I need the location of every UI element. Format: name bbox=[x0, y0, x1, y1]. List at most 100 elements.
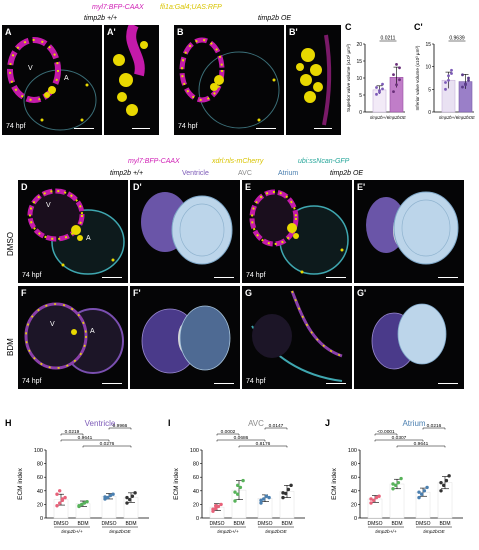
data-point bbox=[85, 499, 89, 504]
x-tick-label: DMSO bbox=[368, 521, 383, 527]
chart-ecm-avc: AVC 0 20 40 60 80 100 ECM index DMSO BDM DMSO BDM ti… bbox=[173, 419, 305, 535]
heart-rendering-e bbox=[366, 191, 459, 265]
y-tick-label: 5 bbox=[359, 93, 362, 99]
data-point bbox=[447, 78, 450, 82]
data-point bbox=[264, 494, 269, 498]
chart-title: Ventricle bbox=[85, 419, 116, 428]
data-point bbox=[125, 501, 129, 505]
scale-bar bbox=[314, 128, 332, 130]
heart-micrograph-g bbox=[251, 290, 343, 382]
p-value: 0.0219 bbox=[65, 429, 80, 435]
stage-label: 74 hpf bbox=[22, 272, 42, 279]
data-point bbox=[399, 476, 403, 481]
x-tick-label: BDM bbox=[439, 521, 450, 527]
y-tick-label: 0 bbox=[354, 516, 357, 522]
chamber-label-a: A bbox=[86, 235, 91, 242]
data-point bbox=[267, 495, 271, 500]
y-tick-label: 60 bbox=[37, 475, 43, 481]
data-point bbox=[444, 478, 449, 483]
panel-label-h: H bbox=[5, 418, 12, 428]
genotype-wt-top: timp2b +/+ bbox=[84, 15, 118, 22]
p-value: 0.0211 bbox=[381, 36, 396, 42]
x-tick-label: timp2bOE bbox=[387, 115, 406, 120]
genotype-oe-top: timp2b OE bbox=[258, 15, 292, 22]
panel-label-j: J bbox=[325, 418, 331, 428]
data-point bbox=[111, 492, 115, 496]
panel-b-image: B 74 hpf bbox=[174, 25, 284, 135]
chart-inferior-valve-volume: 0 5 10 15 Inferior valve volume (x10³ µm³) ti… bbox=[415, 36, 475, 121]
panel-d-image: D V A 74 hpf bbox=[18, 180, 128, 283]
data-point bbox=[391, 487, 395, 491]
chamber-label-a: A bbox=[90, 328, 95, 335]
group-label: timp2bOE bbox=[423, 529, 445, 535]
data-point bbox=[106, 495, 110, 500]
data-point bbox=[77, 504, 81, 508]
p-value: 0.0686 bbox=[234, 435, 249, 441]
scale-bar bbox=[132, 128, 150, 130]
data-point bbox=[259, 498, 263, 503]
scale-bar bbox=[102, 277, 122, 279]
data-point bbox=[381, 82, 384, 86]
panel-g-prime-image: G' bbox=[354, 286, 464, 389]
data-point bbox=[259, 501, 263, 505]
data-point bbox=[125, 495, 129, 500]
data-point bbox=[444, 87, 447, 91]
data-point bbox=[289, 483, 293, 488]
chamber-label-v: V bbox=[28, 65, 33, 72]
scale-bar bbox=[214, 383, 234, 385]
group-label: timp2bOE bbox=[109, 529, 131, 535]
y-tick-label: 0 bbox=[196, 516, 199, 522]
heart-micrograph-e bbox=[249, 189, 349, 275]
stage-label: 74 hpf bbox=[178, 123, 198, 130]
data-point bbox=[422, 489, 427, 493]
data-point bbox=[103, 495, 107, 499]
data-point bbox=[63, 495, 67, 500]
x-tick-label: BDM bbox=[233, 521, 244, 527]
p-value: 0.0307 bbox=[392, 435, 407, 441]
genotype-wt-mid: timp2b +/+ bbox=[110, 170, 144, 177]
data-point bbox=[211, 507, 215, 511]
panel-label-c-prime: C' bbox=[414, 22, 423, 32]
data-point bbox=[417, 495, 421, 500]
data-point bbox=[391, 482, 395, 486]
data-point bbox=[425, 485, 429, 490]
panel-label-b: B bbox=[177, 27, 184, 37]
data-point bbox=[233, 499, 237, 503]
y-axis-label: ECM index bbox=[173, 467, 180, 500]
data-point bbox=[375, 92, 378, 96]
data-point bbox=[398, 78, 401, 82]
data-point bbox=[214, 506, 218, 511]
y-tick-label: 15 bbox=[425, 42, 431, 48]
data-point bbox=[377, 494, 381, 498]
data-point bbox=[461, 73, 464, 77]
data-point bbox=[381, 87, 384, 91]
data-point bbox=[396, 480, 401, 485]
panel-g-image: G 74 hpf bbox=[242, 286, 352, 389]
panel-a-prime-image: A' bbox=[104, 25, 159, 135]
y-tick-label: 100 bbox=[190, 448, 199, 454]
data-point bbox=[281, 491, 285, 495]
heart-micrograph-f bbox=[24, 302, 124, 374]
p-value: 0.9641 bbox=[78, 435, 93, 441]
panel-f-prime-image: F' bbox=[130, 286, 240, 389]
data-point bbox=[233, 490, 237, 494]
panel-label-a: A bbox=[5, 27, 12, 37]
x-tick-label: BDM bbox=[77, 521, 88, 527]
chart-title: Atrium bbox=[402, 419, 425, 428]
y-tick-label: 100 bbox=[348, 448, 357, 454]
p-value: 0.9641 bbox=[414, 441, 429, 447]
panel-label-g-prime: G' bbox=[357, 288, 367, 298]
data-point bbox=[133, 491, 137, 495]
stage-label: 74 hpf bbox=[22, 378, 42, 385]
y-axis-label: Inferior valve volume (x10³ µm³) bbox=[415, 45, 420, 110]
group-label: timp2bOE bbox=[265, 529, 287, 535]
data-point bbox=[128, 497, 132, 502]
data-point bbox=[395, 63, 398, 66]
panel-f-image: F V A 74 hpf bbox=[18, 286, 128, 389]
panel-d-prime-image: D' bbox=[130, 180, 240, 283]
data-point bbox=[467, 78, 470, 82]
data-point bbox=[82, 501, 87, 505]
data-point bbox=[444, 81, 447, 84]
scale-bar bbox=[438, 383, 458, 385]
row-label-bdm: BDM bbox=[6, 338, 15, 356]
